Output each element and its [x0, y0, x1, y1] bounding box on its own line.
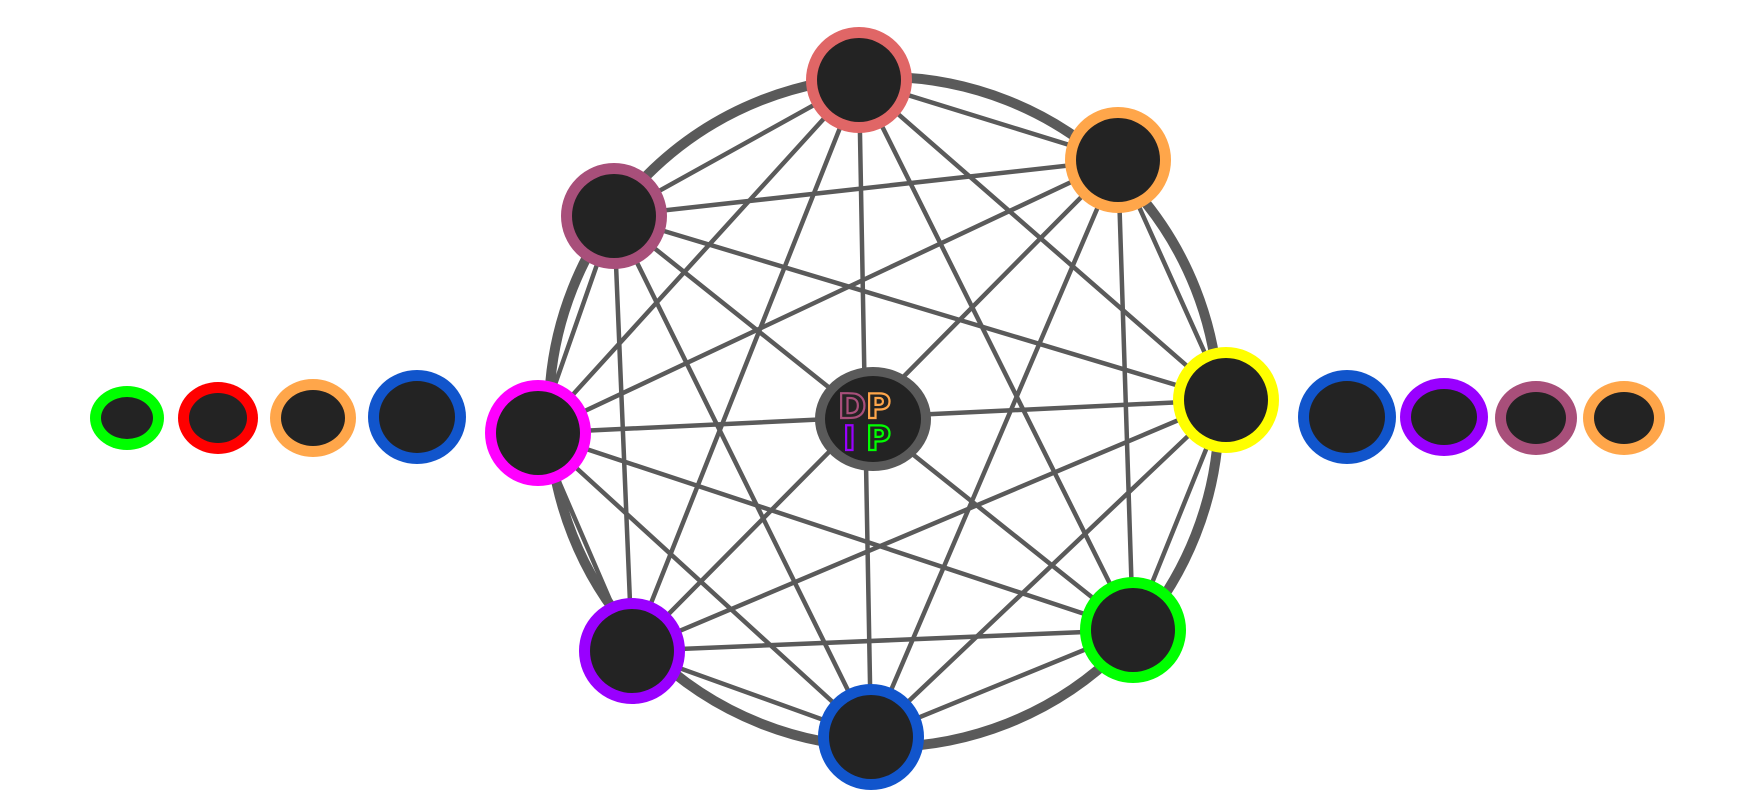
edge-2-7 — [611, 213, 1229, 403]
edge-4-6 — [535, 430, 874, 740]
ring-node-left[interactable] — [485, 380, 591, 486]
queue-left-node-orange[interactable] — [270, 379, 356, 457]
edge-0-6 — [535, 77, 862, 436]
queue-right-node-blue-core — [1309, 381, 1385, 453]
queue-right-node-orange-core — [1594, 392, 1654, 444]
edge-5-7 — [611, 213, 635, 654]
right-queue — [1298, 370, 1665, 464]
ring-node-lower-left-core — [590, 609, 674, 693]
ring-node-bottom[interactable] — [818, 684, 924, 790]
queue-right-node-orange[interactable] — [1583, 381, 1665, 455]
ring-node-lower-left[interactable] — [579, 598, 685, 704]
ring-node-bottom-core — [829, 695, 913, 779]
edge-1-7 — [611, 157, 1121, 219]
edge-1-6 — [535, 157, 1121, 436]
queue-right-node-mauve[interactable] — [1495, 381, 1577, 455]
ring-node-upper-right[interactable] — [1065, 107, 1171, 213]
edge-0-2 — [856, 77, 1229, 403]
queue-left-node-red[interactable] — [178, 382, 258, 454]
queue-left-node-blue-core — [379, 381, 455, 453]
ring-node-right[interactable] — [1173, 347, 1279, 453]
queue-left-node-blue[interactable] — [368, 370, 466, 464]
logo-letter-p1: P — [866, 387, 891, 427]
queue-right-node-mauve-core — [1506, 392, 1566, 444]
queue-left-node-green-core — [101, 397, 153, 439]
queue-left-node-red-core — [189, 393, 247, 443]
edge-3-6 — [535, 430, 1136, 633]
edge-0-5 — [629, 77, 862, 654]
ring-node-lower-right[interactable] — [1080, 577, 1186, 683]
ring-nodes — [485, 27, 1279, 790]
queue-right-node-purple-core — [1411, 389, 1477, 445]
ring-node-top-core — [817, 38, 901, 122]
ring-node-left-core — [496, 391, 580, 475]
edge-0-3 — [856, 77, 1136, 633]
edge-3-5 — [629, 627, 1136, 654]
logo-letter-d: D — [838, 387, 866, 427]
ring-node-upper-left[interactable] — [561, 163, 667, 269]
queue-left-node-green[interactable] — [90, 386, 164, 450]
ring-node-lower-right-core — [1091, 588, 1175, 672]
ring-node-right-core — [1184, 358, 1268, 442]
queue-left-node-orange-core — [281, 390, 345, 446]
queue-right-node-purple[interactable] — [1400, 378, 1488, 456]
ring-node-top[interactable] — [806, 27, 912, 133]
edge-4-7 — [611, 213, 874, 740]
edge-1-3 — [1115, 157, 1136, 633]
ring-node-upper-right-core — [1076, 118, 1160, 202]
ring-node-upper-left-core — [572, 174, 656, 258]
edge-2-4 — [868, 397, 1229, 740]
center-logo-node[interactable]: D P I P — [815, 367, 931, 471]
logo-letter-p2: P — [866, 419, 891, 459]
left-queue — [90, 370, 466, 464]
logo-letter-i: I — [843, 419, 856, 459]
center-logo-core — [825, 376, 921, 462]
queue-right-node-blue[interactable] — [1298, 370, 1396, 464]
